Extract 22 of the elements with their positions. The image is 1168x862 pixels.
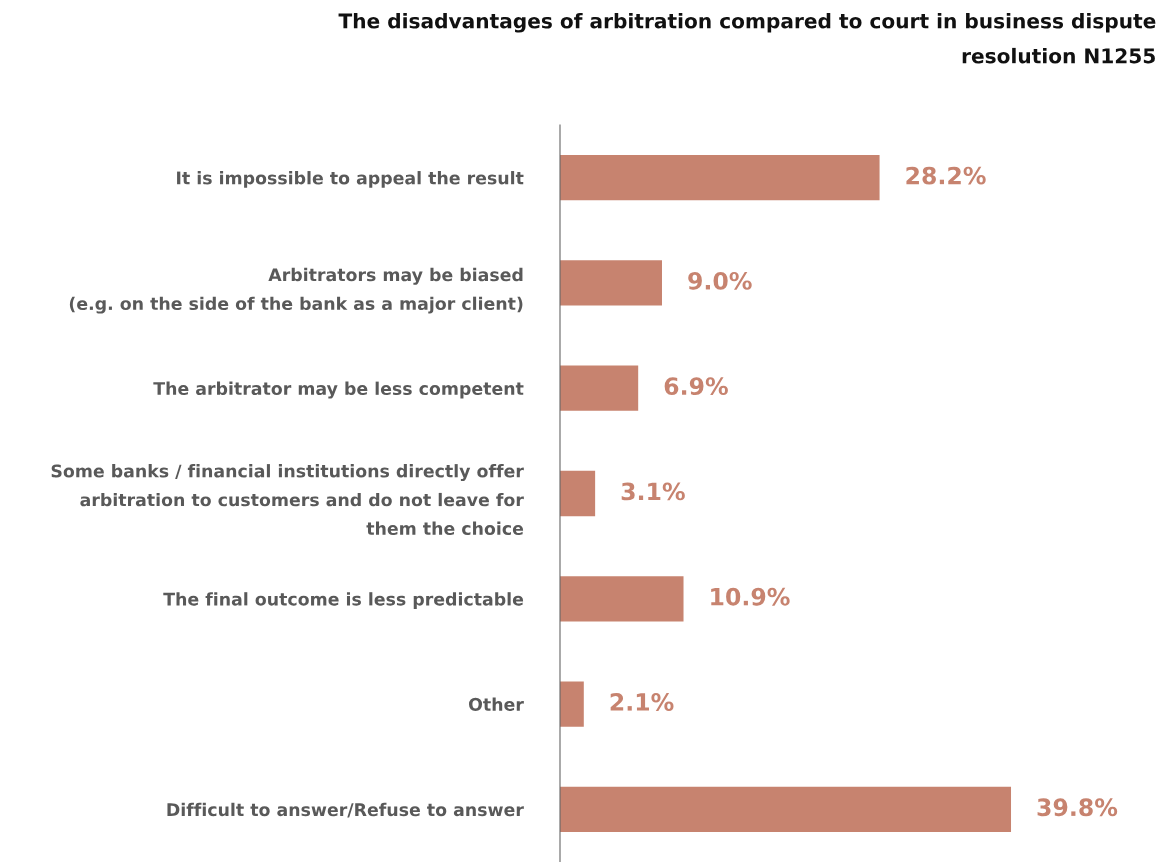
data-label: 2.1% xyxy=(610,693,674,711)
data-label: 9.0% xyxy=(688,271,752,290)
y-tick-label: Some banks / financial institutions directly offer arbitration to customers and do not leave for them the choice xyxy=(51,464,524,536)
y-tick-label: Arbitrators may be biased (e.g. on the side of the bank as a major client) xyxy=(69,267,523,314)
y-tick-label: It is impossible to appeal the result xyxy=(177,171,524,188)
bar xyxy=(560,155,880,201)
y-tick-label: The arbitrator may be less competent xyxy=(153,381,524,399)
y-tick-label: Other xyxy=(469,697,524,711)
data-label: 10.9% xyxy=(711,587,790,606)
chart-title: The disadvantages of arbitration compared to court in business dispute resolution N1255 xyxy=(338,12,1156,64)
bar xyxy=(560,576,684,622)
bar xyxy=(560,470,596,517)
y-tick-label: Difficult to answer/Refuse to answer xyxy=(167,802,524,818)
bar xyxy=(560,681,584,727)
data-label: 39.8% xyxy=(1037,798,1118,817)
bar xyxy=(560,786,1012,832)
data-label: 3.1% xyxy=(621,482,685,501)
data-label: 28.2% xyxy=(906,166,986,185)
y-tick-label: The final outcome is less predictable xyxy=(163,592,524,609)
bar xyxy=(560,260,662,306)
bar xyxy=(560,365,639,411)
data-label: 6.9% xyxy=(664,377,728,396)
